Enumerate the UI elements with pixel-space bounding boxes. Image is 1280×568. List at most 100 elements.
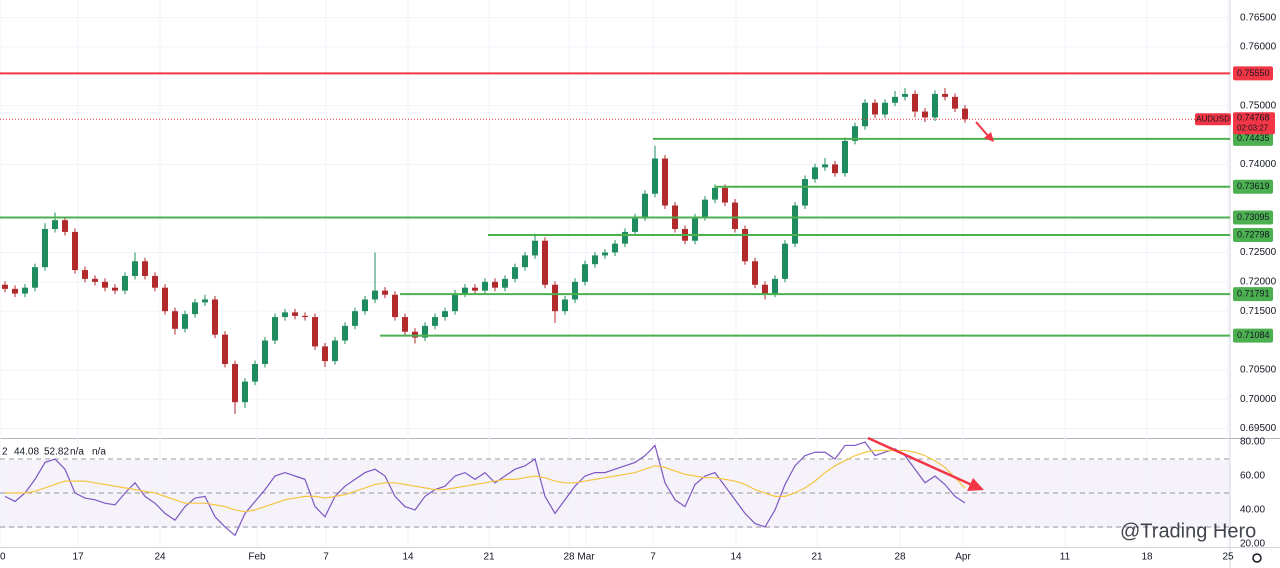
level-label: 0.73619: [1237, 181, 1270, 191]
candle-body: [792, 205, 798, 244]
candle-body: [822, 164, 828, 168]
candle-body: [872, 102, 878, 115]
candle-body: [922, 111, 928, 118]
candle-body: [732, 202, 738, 229]
candle-body: [432, 317, 438, 326]
candle-body: [902, 93, 908, 97]
level-label: 0.74435: [1237, 133, 1270, 143]
candle-body: [592, 255, 598, 265]
candle-body: [312, 317, 318, 347]
candle-body: [232, 364, 238, 403]
candle-body: [962, 108, 968, 120]
candle-body: [442, 311, 448, 318]
rsi-line: [4, 441, 966, 537]
candle-body: [642, 193, 648, 218]
candle-body: [272, 317, 278, 341]
candle-body: [42, 228, 48, 268]
candle-body: [172, 311, 178, 329]
x-tick-label: 18: [1141, 552, 1153, 563]
candle-body: [52, 220, 58, 229]
candle-body: [552, 284, 558, 312]
arrow: [867, 436, 973, 487]
x-tick-label: Mar: [577, 552, 595, 563]
candle-body: [652, 158, 658, 194]
candle-body: [422, 325, 428, 338]
candle-body: [842, 140, 848, 174]
candle-body: [952, 96, 958, 109]
candle-body: [582, 264, 588, 282]
candle-body: [382, 290, 388, 295]
candle-body: [772, 278, 778, 294]
level-tag: [1233, 227, 1273, 242]
candle-body: [852, 126, 858, 141]
arrow-head: [967, 478, 984, 491]
x-tick-label: 24: [154, 552, 166, 563]
settings-icon[interactable]: [1252, 553, 1262, 563]
level-label: 0.75550: [1237, 68, 1270, 78]
candle-body: [182, 314, 188, 329]
candle-body: [32, 267, 38, 288]
x-tick-label: 7: [323, 552, 329, 563]
candle-body: [562, 299, 568, 312]
candle-body: [662, 158, 668, 206]
y-tick-label: 0.70000: [1240, 394, 1277, 405]
rsi-label: 2: [2, 447, 8, 458]
candle-body: [132, 261, 138, 276]
candle-body: [202, 299, 208, 303]
candle-body: [742, 228, 748, 262]
y-tick-label: 0.69500: [1240, 423, 1277, 434]
rsi-header-value: 52.82: [44, 447, 69, 458]
candle-body: [212, 299, 218, 335]
candle-body: [82, 270, 88, 279]
candle-body: [322, 346, 328, 362]
candle-body: [802, 179, 808, 206]
candle-body: [492, 281, 498, 288]
candle-body: [222, 334, 228, 365]
x-tick-label: 10: [0, 552, 6, 563]
symbol-label: AUDUSD: [1196, 114, 1230, 123]
candle-body: [342, 325, 348, 341]
candle-body: [622, 231, 628, 244]
arrow-head: [984, 132, 994, 142]
candle-body: [542, 240, 548, 285]
level-label: 0.72798: [1237, 229, 1270, 239]
x-tick-label: Feb: [248, 552, 266, 563]
y-tick-label: 0.72000: [1240, 276, 1277, 287]
x-tick-label: 7: [650, 552, 656, 563]
candle-body: [602, 252, 608, 256]
rsi-tick-label: 80.00: [1240, 437, 1265, 448]
candle-body: [572, 281, 578, 300]
y-tick-label: 0.75000: [1240, 100, 1277, 111]
rsi-line: [5, 449, 966, 513]
last-price-label: 0.74768: [1237, 113, 1270, 123]
level-tag: [1233, 328, 1273, 343]
candle-body: [942, 93, 948, 97]
rsi-header-value: n/a: [70, 447, 84, 458]
candle-body: [142, 261, 148, 276]
level-label: 0.73095: [1237, 212, 1270, 222]
candle-body: [712, 187, 718, 200]
candle-body: [502, 278, 508, 288]
candle-body: [332, 340, 338, 362]
candle-body: [522, 255, 528, 268]
candle-body: [762, 284, 768, 294]
candle-body: [782, 243, 788, 279]
candle-body: [242, 381, 248, 403]
level-tag: [1233, 66, 1273, 81]
x-tick-label: 14: [730, 552, 742, 563]
level-tag: [1233, 210, 1273, 225]
candle-body: [402, 317, 408, 332]
y-tick-label: 0.76500: [1240, 12, 1277, 23]
candle-body: [472, 287, 478, 291]
level-tag: [1233, 131, 1273, 146]
candle-body: [62, 220, 68, 232]
candle-body: [192, 302, 198, 315]
settings-icon[interactable]: [1252, 553, 1262, 563]
candle-body: [112, 287, 118, 291]
x-tick-label: 21: [483, 552, 495, 563]
candle-body: [692, 217, 698, 241]
